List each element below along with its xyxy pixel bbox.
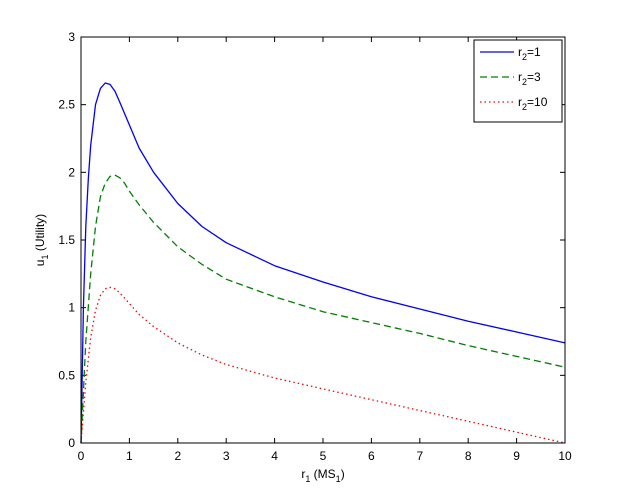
x-tick-label: 7 bbox=[416, 449, 423, 463]
x-tick-label: 4 bbox=[271, 449, 278, 463]
legend-label-2: r2=3 bbox=[518, 70, 541, 87]
x-tick-label: 8 bbox=[465, 449, 472, 463]
x-tick-label: 0 bbox=[78, 449, 85, 463]
series-line-1 bbox=[80, 82, 566, 444]
legend-box bbox=[473, 39, 563, 123]
x-tick-label: 6 bbox=[368, 449, 375, 463]
x-tick-label: 3 bbox=[223, 449, 230, 463]
y-tick-label: 2 bbox=[68, 165, 75, 179]
y-tick-label: 0 bbox=[68, 436, 75, 450]
legend-label-1: r2=1 bbox=[518, 45, 541, 62]
y-tick-label: 2.5 bbox=[58, 98, 75, 112]
y-tick-label: 1 bbox=[68, 301, 75, 315]
legend-label-3: r2=10 bbox=[518, 95, 548, 112]
y-tick-label: 3 bbox=[68, 30, 75, 44]
y-tick-label: 0.5 bbox=[58, 368, 75, 382]
plot-frame bbox=[80, 36, 566, 444]
series-layer bbox=[80, 82, 566, 444]
x-tick-label: 9 bbox=[513, 449, 520, 463]
y-axis-title: u1 (Utility) bbox=[33, 214, 50, 266]
series-line-2 bbox=[80, 174, 566, 444]
series-line-3 bbox=[80, 286, 566, 444]
x-axis-title: r1 (MS1) bbox=[301, 467, 344, 484]
y-tick-label: 1.5 bbox=[58, 233, 75, 247]
legend: r2=1 r2=3 r2=10 bbox=[473, 39, 563, 123]
x-tick-label: 5 bbox=[320, 449, 327, 463]
x-tick-label: 1 bbox=[126, 449, 133, 463]
x-tick-label: 10 bbox=[558, 449, 572, 463]
x-tick-label: 2 bbox=[174, 449, 181, 463]
tick-labels: 0 1 2 3 4 5 6 7 8 9 10 0 0.5 1 1.5 2 2.5 3 bbox=[58, 30, 572, 463]
